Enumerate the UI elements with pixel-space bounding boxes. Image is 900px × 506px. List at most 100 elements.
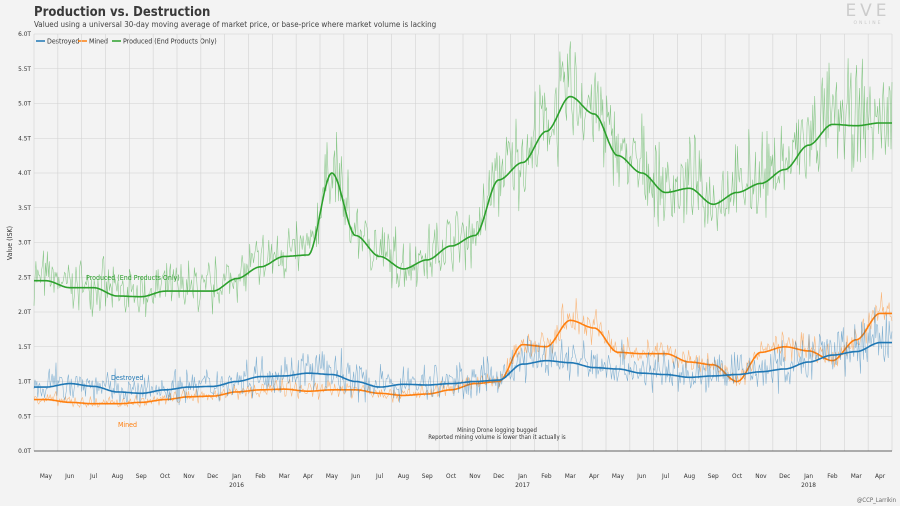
point-produced	[260, 266, 262, 268]
point-mined	[188, 396, 190, 398]
y-tick-label: 1.0T	[18, 378, 31, 386]
point-mined	[260, 389, 262, 391]
point-destroyed	[450, 383, 452, 385]
x-tick-label: Apr	[875, 472, 886, 480]
point-mined	[760, 351, 762, 353]
point-produced	[69, 287, 71, 289]
point-mined	[522, 344, 524, 346]
annotation-produced: Produced (End Products Only)	[86, 274, 180, 282]
x-tick-label: Oct	[446, 472, 457, 480]
point-mined	[45, 399, 47, 401]
point-mined	[283, 388, 285, 390]
point-produced	[808, 144, 810, 146]
point-destroyed	[832, 354, 834, 356]
point-produced	[474, 235, 476, 237]
point-produced	[93, 287, 95, 289]
point-produced	[522, 162, 524, 164]
y-tick-label: 4.0T	[18, 169, 31, 177]
point-destroyed	[474, 381, 476, 383]
point-produced	[379, 256, 381, 258]
x-tick-label: Jan	[231, 472, 241, 480]
eve-online-logo: EVE ONLINE	[845, 1, 890, 26]
series-raw-destroyed	[33, 307, 893, 406]
series-line-produced	[34, 95, 892, 298]
y-tick-label: 1.5T	[18, 343, 31, 351]
x-tick-label: May	[326, 472, 339, 480]
point-mined	[307, 390, 309, 392]
point-produced	[236, 278, 238, 280]
x-axis: May Jun Jul Aug Sep Oct Nov Dec Jan Feb Mar Apr May J…	[40, 472, 886, 489]
point-mined	[117, 403, 119, 405]
x-tick-label: Jun	[64, 472, 74, 480]
x-tick-label: Sep	[708, 472, 719, 480]
point-mined	[93, 403, 95, 405]
series-line-destroyed	[34, 341, 892, 395]
point-destroyed	[617, 368, 619, 370]
point-produced	[331, 172, 333, 174]
x-tick-label: Aug	[398, 472, 410, 480]
y-tick-label: 2.0T	[18, 308, 31, 316]
point-produced	[355, 235, 357, 237]
x-year-label: 2017	[515, 481, 530, 489]
series-group	[33, 41, 893, 409]
point-mined	[212, 395, 214, 397]
point-mined	[593, 327, 595, 329]
x-tick-label: Jan	[517, 472, 527, 480]
point-produced	[689, 187, 691, 189]
point-produced	[641, 172, 643, 174]
x-tick-label: May	[40, 472, 53, 480]
credit-twitter: @CCP_Larrikin	[857, 497, 896, 504]
point-destroyed	[403, 383, 405, 385]
x-tick-label: Sep	[136, 472, 147, 480]
point-produced	[569, 96, 571, 98]
series-raw-produced	[33, 41, 893, 318]
chart-title: Production vs. Destruction	[34, 5, 210, 20]
x-tick-label: Mar	[851, 472, 863, 480]
grid	[33, 33, 893, 451]
y-axis: 0.0T 0.5T 1.0T 1.5T 2.0T 2.5T 3.0T 3.5T 4.0T 4.5T…	[18, 30, 31, 455]
y-tick-label: 2.5T	[18, 273, 31, 281]
point-produced	[498, 179, 500, 181]
point-mined	[474, 383, 476, 385]
point-destroyed	[69, 383, 71, 385]
point-mined	[164, 399, 166, 401]
x-tick-label: Feb	[827, 472, 838, 480]
x-tick-label: Oct	[160, 472, 171, 480]
point-destroyed	[426, 384, 428, 386]
annotation-mining-bug-title: Mining Drone logging bugged	[457, 427, 537, 434]
point-produced	[426, 259, 428, 261]
point-produced	[212, 290, 214, 292]
x-tick-label: Apr	[589, 472, 600, 480]
x-tick-label: Aug	[112, 472, 124, 480]
logo-text: EVE	[845, 1, 890, 21]
point-destroyed	[712, 375, 714, 377]
point-mined	[641, 353, 643, 355]
point-destroyed	[855, 351, 857, 353]
point-destroyed	[212, 385, 214, 387]
x-tick-label: Jun	[350, 472, 360, 480]
point-destroyed	[784, 368, 786, 370]
annotation-destroyed: Destroyed	[111, 374, 143, 382]
point-destroyed	[546, 360, 548, 362]
x-tick-label: Dec	[493, 472, 504, 480]
point-destroyed	[140, 392, 142, 394]
point-destroyed	[236, 381, 238, 383]
point-destroyed	[641, 372, 643, 374]
x-tick-label: Dec	[207, 472, 218, 480]
y-tick-label: 6.0T	[18, 30, 31, 38]
point-destroyed	[45, 386, 47, 388]
point-produced	[736, 192, 738, 194]
legend: Destroyed Mined Produced (End Products O…	[36, 38, 217, 46]
point-destroyed	[355, 381, 357, 383]
x-year-label: 2016	[229, 481, 244, 489]
point-destroyed	[93, 385, 95, 387]
point-produced	[879, 122, 881, 124]
point-produced	[164, 290, 166, 292]
x-tick-label: Jul	[661, 472, 669, 480]
point-produced	[617, 155, 619, 157]
y-tick-label: 4.5T	[18, 134, 31, 142]
point-destroyed	[331, 374, 333, 376]
point-produced	[712, 203, 714, 205]
point-destroyed	[188, 386, 190, 388]
point-produced	[45, 280, 47, 282]
